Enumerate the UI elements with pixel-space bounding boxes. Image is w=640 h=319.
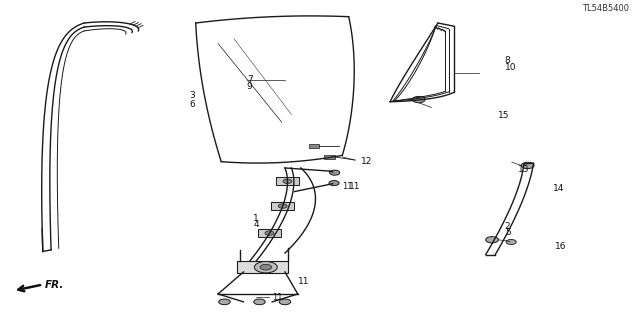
Circle shape [506, 240, 516, 244]
Circle shape [254, 262, 277, 273]
Text: TL54B5400: TL54B5400 [582, 4, 629, 13]
Text: 7: 7 [246, 75, 252, 84]
Circle shape [283, 179, 292, 183]
Text: 4: 4 [253, 220, 259, 229]
Bar [324, 155, 335, 159]
Text: 9: 9 [246, 82, 252, 91]
Circle shape [278, 204, 287, 208]
Text: 13: 13 [518, 165, 529, 174]
Circle shape [486, 237, 499, 243]
FancyBboxPatch shape [258, 229, 281, 237]
Text: 8: 8 [505, 56, 511, 65]
Text: 11: 11 [342, 182, 353, 191]
Circle shape [253, 299, 265, 305]
FancyBboxPatch shape [237, 261, 288, 273]
Text: 16: 16 [554, 242, 566, 251]
Circle shape [265, 231, 274, 235]
Text: 15: 15 [499, 111, 510, 121]
Text: 5: 5 [505, 228, 511, 237]
Text: 11: 11 [298, 277, 309, 286]
Text: FR.: FR. [45, 280, 64, 291]
Text: 6: 6 [189, 100, 195, 109]
Text: 10: 10 [505, 63, 516, 72]
Circle shape [279, 299, 291, 305]
FancyBboxPatch shape [276, 177, 299, 185]
Text: 12: 12 [362, 157, 372, 166]
Circle shape [329, 181, 339, 186]
Circle shape [522, 162, 534, 168]
Text: 1: 1 [253, 214, 259, 223]
Text: 3: 3 [189, 91, 195, 100]
Text: 14: 14 [552, 184, 564, 193]
Bar [308, 144, 319, 148]
Circle shape [412, 96, 425, 103]
Circle shape [219, 299, 230, 305]
Circle shape [260, 264, 271, 270]
Text: 2: 2 [505, 222, 511, 231]
Circle shape [330, 170, 340, 175]
Text: 11: 11 [349, 182, 360, 191]
FancyBboxPatch shape [271, 202, 294, 210]
Text: 11: 11 [272, 293, 283, 302]
